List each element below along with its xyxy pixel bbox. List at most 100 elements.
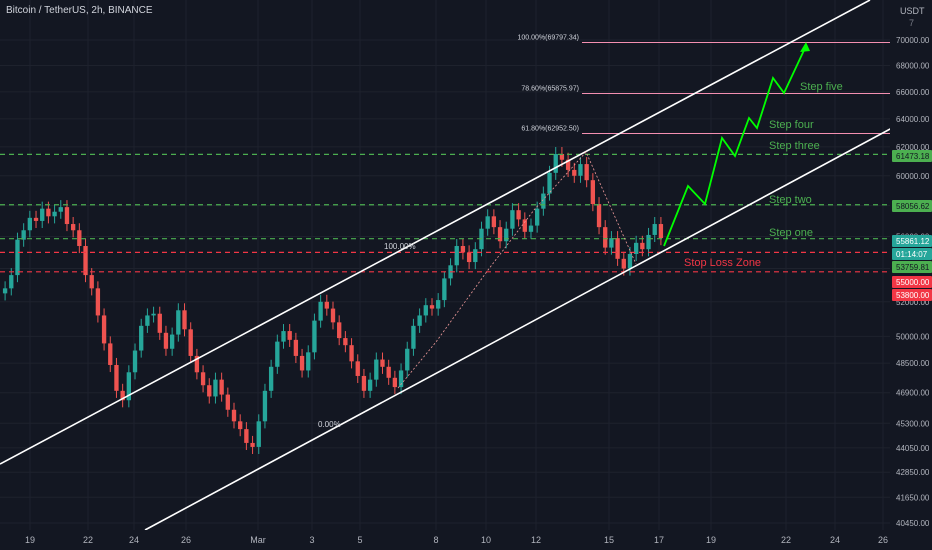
time-tick-label: 19 — [25, 535, 35, 545]
symbol-title[interactable]: Bitcoin / TetherUS, 2h, BINANCE — [6, 5, 153, 16]
channel-label-0: 0.00% — [318, 420, 341, 429]
currency-label[interactable]: USDT — [900, 6, 925, 16]
candle-body — [640, 242, 645, 250]
candle-body — [417, 315, 422, 326]
candle-body — [293, 339, 299, 356]
candle-body — [429, 305, 435, 309]
time-tick-label: 12 — [531, 535, 541, 545]
candle-body — [101, 315, 107, 344]
price-tag-bg — [892, 248, 932, 260]
candle-body — [578, 164, 583, 176]
price-tag-label: 01:14:07 — [896, 250, 928, 259]
time-tick-label: 15 — [604, 535, 614, 545]
price-tag-label: 61473.18 — [896, 152, 930, 161]
candle-body — [70, 224, 76, 231]
candle-body — [497, 227, 503, 242]
time-tick-label: 8 — [433, 535, 438, 545]
candle-body — [355, 361, 360, 376]
step-label: Step four — [769, 119, 814, 131]
price-tag-bg — [892, 200, 932, 212]
candle-body — [306, 352, 311, 371]
candle-body — [2, 288, 8, 294]
candle-body — [312, 320, 317, 353]
candle-body — [646, 234, 651, 250]
candle-body — [386, 366, 391, 378]
price-axis[interactable]: 40450.00 41650.00 42850.00 44050.00 45300.00… — [890, 0, 932, 550]
candle-body — [615, 238, 620, 259]
candle-body — [163, 332, 169, 349]
price-tick-label: 46900.00 — [896, 389, 930, 398]
price-tag-label: 55000.00 — [896, 278, 930, 287]
candle-body — [330, 308, 336, 323]
candle-body — [225, 394, 230, 410]
candle-body — [157, 313, 162, 333]
fibonacci-levels: 100.00%(69797.34) 78.60%(65875.97) 61.80%(… — [518, 35, 890, 134]
candle-body — [108, 343, 113, 365]
projected-path-line — [663, 45, 807, 247]
time-tick-label: 22 — [83, 535, 93, 545]
candle-body — [169, 334, 175, 349]
candle-body — [132, 350, 138, 373]
price-tick-label: 44050.00 — [896, 444, 930, 453]
candle-body — [176, 310, 181, 335]
step-label: Step three — [769, 140, 820, 152]
candle-body — [287, 331, 292, 340]
price-tick-label: 50000.00 — [896, 332, 930, 341]
candle-body — [58, 207, 63, 212]
price-tag-bg — [892, 261, 932, 273]
candle-body — [83, 246, 88, 276]
candle-body — [621, 258, 626, 269]
candle-body — [398, 370, 404, 388]
time-tick-label: 17 — [654, 535, 664, 545]
candle-body — [454, 246, 459, 266]
projected-path — [663, 42, 810, 247]
time-tick-label: 22 — [781, 535, 791, 545]
step-label: Step one — [769, 227, 813, 239]
candle-body — [231, 409, 237, 422]
candle-body — [324, 301, 329, 309]
price-axis-bg — [890, 0, 932, 550]
price-tick-label: 48500.00 — [896, 359, 930, 368]
candle-body — [504, 228, 509, 242]
price-tick-label: 41650.00 — [896, 493, 930, 502]
candle-body — [442, 278, 447, 301]
candle-body — [200, 372, 206, 386]
candle-body — [547, 172, 552, 194]
price-tick-label: 52000.00 — [896, 298, 930, 307]
candle-body — [238, 421, 243, 430]
candle-body — [473, 249, 478, 263]
trend-channel[interactable] — [0, 0, 893, 531]
price-tag-bg — [892, 235, 932, 247]
candle-body — [244, 429, 249, 443]
candle-body — [337, 322, 342, 339]
candle-body — [491, 216, 497, 228]
price-tag-bg — [892, 276, 932, 288]
annotations: Step one Step two Step three Step four Step … — [318, 81, 843, 429]
candle-body — [268, 366, 274, 391]
candle-body — [466, 252, 472, 263]
time-axis-bg — [0, 530, 932, 550]
candle-body — [516, 210, 521, 220]
candle-body — [77, 230, 82, 247]
candle-body — [528, 225, 534, 232]
price-tag-label: 58056.62 — [896, 202, 930, 211]
candle-body — [139, 325, 144, 351]
candle-body — [27, 217, 33, 231]
candle-body — [603, 227, 608, 248]
candle-body — [213, 379, 218, 397]
price-tick-label: 64000.00 — [896, 115, 930, 124]
swing-connector — [397, 151, 637, 389]
channel-upper-line — [0, 0, 871, 465]
fib-label: 61.80%(62952.50) — [521, 125, 579, 132]
candle-body — [40, 208, 45, 221]
step-label: Step two — [769, 194, 812, 206]
time-axis[interactable]: 19 22 24 26 Mar 3 5 8 10 12 15 17 19 22 24 26 — [0, 530, 932, 550]
candle-body — [609, 238, 614, 248]
fib-label: 78.60%(65875.97) — [521, 85, 579, 92]
candle-body — [21, 230, 26, 240]
scale-marker: 7 — [909, 18, 915, 28]
candle-body — [219, 379, 224, 395]
time-tick-label: Mar — [250, 535, 266, 545]
candle-body — [89, 275, 94, 289]
